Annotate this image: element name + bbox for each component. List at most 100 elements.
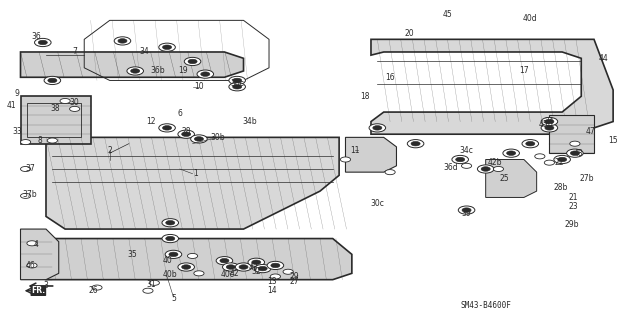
Circle shape <box>554 155 570 164</box>
Text: 25: 25 <box>500 174 509 183</box>
Text: FR.: FR. <box>31 286 45 295</box>
Text: 15: 15 <box>608 136 618 145</box>
Circle shape <box>372 126 382 130</box>
Circle shape <box>254 264 271 273</box>
Circle shape <box>159 124 175 132</box>
Circle shape <box>27 241 37 246</box>
Circle shape <box>191 135 207 143</box>
Text: 30b: 30b <box>211 133 225 142</box>
Text: 35: 35 <box>127 250 137 259</box>
Circle shape <box>525 141 535 146</box>
Circle shape <box>92 285 102 290</box>
Polygon shape <box>27 239 352 280</box>
Circle shape <box>229 76 246 85</box>
Text: 23: 23 <box>569 203 579 211</box>
Circle shape <box>166 236 175 241</box>
Circle shape <box>407 140 424 148</box>
Circle shape <box>462 208 471 212</box>
Circle shape <box>458 206 475 214</box>
Circle shape <box>541 117 557 126</box>
Circle shape <box>252 260 261 264</box>
Text: 17: 17 <box>519 66 529 76</box>
Polygon shape <box>46 137 339 229</box>
Circle shape <box>270 274 280 279</box>
Polygon shape <box>371 39 613 134</box>
Text: 45: 45 <box>443 10 452 19</box>
Circle shape <box>570 151 579 155</box>
Text: 21: 21 <box>569 193 579 202</box>
Text: 43: 43 <box>248 263 258 271</box>
Circle shape <box>216 256 233 265</box>
Circle shape <box>507 151 516 155</box>
Text: 36: 36 <box>31 32 42 41</box>
Circle shape <box>545 126 554 130</box>
Circle shape <box>232 78 242 83</box>
Circle shape <box>369 124 386 132</box>
Circle shape <box>188 59 197 64</box>
Circle shape <box>461 163 472 168</box>
Circle shape <box>456 157 465 162</box>
Circle shape <box>38 40 47 45</box>
Circle shape <box>178 263 195 271</box>
Polygon shape <box>20 96 91 144</box>
Polygon shape <box>20 52 244 77</box>
Text: 28b: 28b <box>554 183 568 192</box>
Circle shape <box>557 157 566 162</box>
Text: 36c: 36c <box>230 79 244 88</box>
Circle shape <box>258 266 268 271</box>
Circle shape <box>232 85 242 89</box>
Bar <box>27 103 81 137</box>
Text: 11: 11 <box>350 145 360 154</box>
Text: 40: 40 <box>162 256 172 265</box>
Text: 2: 2 <box>108 145 112 154</box>
Circle shape <box>544 160 554 165</box>
Circle shape <box>163 126 172 130</box>
Circle shape <box>239 265 248 269</box>
Text: 4: 4 <box>34 241 39 249</box>
Circle shape <box>35 38 51 47</box>
Text: 48: 48 <box>573 149 583 158</box>
Text: 33: 33 <box>12 127 22 136</box>
Circle shape <box>522 140 539 148</box>
Circle shape <box>127 67 143 75</box>
Text: 34c: 34c <box>460 145 474 154</box>
Text: 18: 18 <box>360 92 369 101</box>
Text: 44: 44 <box>598 54 609 63</box>
Text: 10: 10 <box>194 82 204 91</box>
Circle shape <box>481 167 490 171</box>
Polygon shape <box>20 229 59 280</box>
Text: 46: 46 <box>25 261 35 270</box>
Circle shape <box>566 149 583 157</box>
Circle shape <box>283 269 293 274</box>
Circle shape <box>184 57 201 66</box>
Circle shape <box>188 253 198 258</box>
Polygon shape <box>549 115 594 153</box>
Circle shape <box>201 72 210 76</box>
Circle shape <box>493 167 504 172</box>
Text: 34: 34 <box>140 48 150 56</box>
Text: 26: 26 <box>89 286 99 295</box>
Circle shape <box>503 149 520 157</box>
Text: 1: 1 <box>193 169 198 178</box>
Circle shape <box>131 69 140 73</box>
Text: 31: 31 <box>147 280 156 289</box>
Circle shape <box>149 280 159 286</box>
Text: 8: 8 <box>37 136 42 145</box>
Circle shape <box>20 140 31 145</box>
Circle shape <box>236 263 252 271</box>
Circle shape <box>195 137 204 141</box>
Text: 16: 16 <box>385 73 395 82</box>
Text: 42b: 42b <box>488 158 502 167</box>
Circle shape <box>162 219 179 227</box>
Circle shape <box>452 155 468 164</box>
Circle shape <box>159 43 175 51</box>
Circle shape <box>169 252 178 256</box>
Text: 47: 47 <box>586 127 596 136</box>
Text: 27: 27 <box>290 277 300 286</box>
Circle shape <box>27 263 37 268</box>
Text: 29: 29 <box>290 272 300 281</box>
Text: 34b: 34b <box>243 117 257 126</box>
Text: 38: 38 <box>51 104 60 113</box>
Circle shape <box>143 288 153 293</box>
Text: 32: 32 <box>252 267 261 276</box>
